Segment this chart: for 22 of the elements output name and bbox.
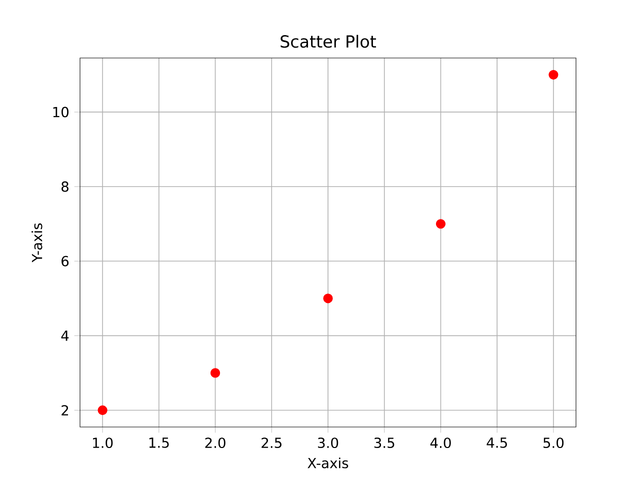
x-tick-label: 3.5 bbox=[374, 438, 394, 448]
y-tick-label: 10 bbox=[53, 106, 68, 118]
x-tick-label: 1.0 bbox=[93, 438, 113, 448]
y-tick-label: 8 bbox=[62, 181, 68, 192]
y-tick-label: 4 bbox=[61, 330, 69, 341]
x-axis-title: X-axis bbox=[308, 458, 348, 468]
x-tick-label: 3.0 bbox=[318, 438, 338, 448]
point bbox=[210, 368, 220, 378]
y-tick-label: 2 bbox=[62, 405, 68, 416]
x-tick-label: 4.0 bbox=[430, 438, 451, 448]
x-tick-label: 1.5 bbox=[149, 438, 169, 448]
point bbox=[323, 294, 333, 304]
x-tick-label: 5.0 bbox=[543, 438, 564, 448]
chart-title: Scatter Plot bbox=[280, 34, 376, 48]
x-tick-label: 2.0 bbox=[205, 438, 226, 448]
point bbox=[548, 70, 558, 80]
x-tick-label: 4.5 bbox=[486, 438, 507, 448]
y-axis-title: Y-axis bbox=[32, 223, 42, 262]
x-tick-label: 2.5 bbox=[262, 438, 282, 448]
y-tick-label: 6 bbox=[62, 256, 69, 266]
point bbox=[436, 219, 446, 229]
point bbox=[98, 405, 108, 416]
